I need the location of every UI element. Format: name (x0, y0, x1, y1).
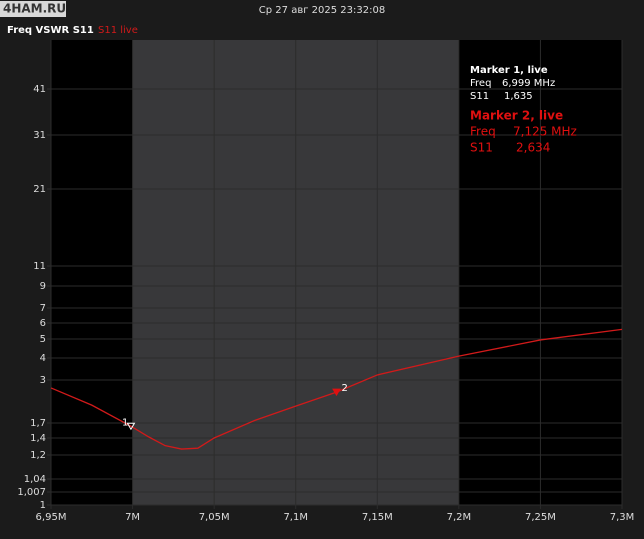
x-tick-label: 7,3M (610, 512, 635, 523)
marker-freq: 6,999 MHz (502, 78, 555, 89)
marker-freq-label: Freq (470, 78, 491, 89)
marker-s11: 2,634 (516, 141, 550, 155)
logo-bg (0, 1, 66, 17)
y-tick-label: 21 (33, 184, 46, 195)
x-tick-label: 7M (125, 512, 140, 523)
y-tick-label: 11 (33, 261, 46, 272)
y-tick-label: 1,04 (24, 474, 46, 485)
x-tick-label: 7,25M (525, 512, 556, 523)
x-tick-label: 7,2M (447, 512, 472, 523)
y-tick-label: 31 (33, 130, 46, 141)
marker-title: Marker 1, live (470, 65, 548, 76)
logo: 4HAM.RU (3, 2, 66, 16)
marker-freq-label: Freq (470, 125, 496, 139)
y-tick-label: 3 (40, 375, 46, 386)
marker-id: 1 (122, 417, 128, 428)
x-tick-label: 6,95M (36, 512, 67, 523)
marker (126, 422, 136, 431)
marker-s11-label: S11 (470, 91, 489, 102)
x-tick-label: 7,1M (283, 512, 308, 523)
marker-freq: 7,125 MHz (513, 125, 577, 139)
y-tick-label: 7 (40, 303, 46, 314)
y-tick-label: 1,7 (30, 418, 46, 429)
datetime: Ср 27 авг 2025 23:32:08 (259, 5, 385, 16)
marker-s11-label: S11 (470, 141, 493, 155)
trace (50, 328, 623, 450)
marker-title: Marker 2, live (470, 109, 563, 123)
marker-id: 2 (342, 383, 348, 394)
y-tick-label: 9 (40, 281, 46, 292)
y-tick-label: 1,4 (30, 433, 46, 444)
y-tick-label: 1,2 (30, 450, 46, 461)
y-tick-label: 41 (33, 84, 46, 95)
chart-name: Freq VSWR S11 (7, 25, 94, 36)
marker (332, 388, 341, 397)
y-tick-label: 1,007 (17, 487, 46, 498)
y-tick-label: 4 (40, 353, 46, 364)
marker-s11: 1,635 (504, 91, 533, 102)
x-tick-label: 7,05M (199, 512, 230, 523)
y-tick-label: 6 (40, 318, 46, 329)
y-tick-label: 1 (40, 500, 46, 511)
trace-name: S11 live (98, 25, 138, 36)
y-tick-label: 5 (40, 334, 46, 345)
x-tick-label: 7,15M (362, 512, 393, 523)
